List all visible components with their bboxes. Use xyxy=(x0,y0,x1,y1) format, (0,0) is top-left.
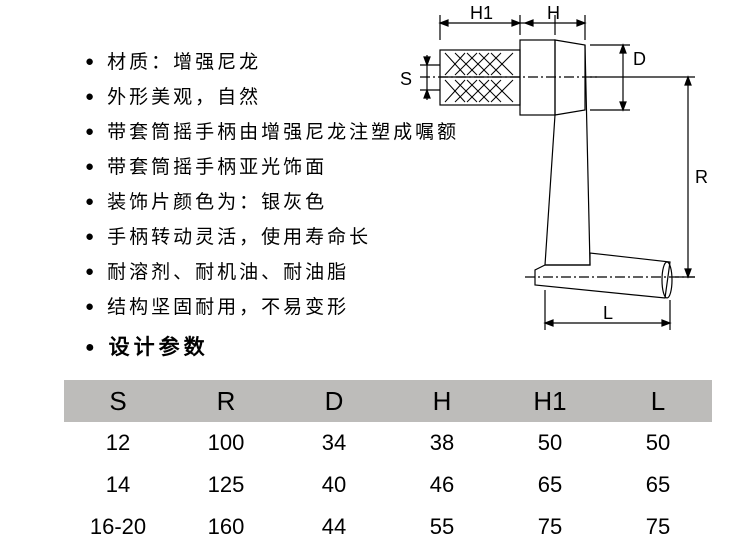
dim-label-r: R xyxy=(695,167,708,187)
table-cell: 14 xyxy=(64,464,172,506)
table-row: 12 100 34 38 50 50 xyxy=(64,422,712,464)
dim-label-d: D xyxy=(633,49,646,69)
table-cell: 38 xyxy=(388,422,496,464)
table-cell: 125 xyxy=(172,464,280,506)
col-header: R xyxy=(172,380,280,422)
table-cell: 50 xyxy=(496,422,604,464)
table-cell: 50 xyxy=(604,422,712,464)
col-header: S xyxy=(64,380,172,422)
col-header: D xyxy=(280,380,388,422)
table-cell: 12 xyxy=(64,422,172,464)
table-cell: 65 xyxy=(604,464,712,506)
table-cell: 100 xyxy=(172,422,280,464)
dim-label-s: S xyxy=(400,69,412,89)
dim-label-h: H xyxy=(547,5,560,23)
table-cell: 40 xyxy=(280,464,388,506)
dim-label-h1: H1 xyxy=(470,5,493,23)
technical-diagram: H1 H D S R L xyxy=(385,5,715,345)
table-header-row: S R D H H1 L xyxy=(64,380,712,422)
table-cell: 46 xyxy=(388,464,496,506)
table-row: 14 125 40 46 65 65 xyxy=(64,464,712,506)
col-header: H1 xyxy=(496,380,604,422)
col-header: L xyxy=(604,380,712,422)
table-cell: 65 xyxy=(496,464,604,506)
dim-label-l: L xyxy=(603,303,613,323)
params-table: S R D H H1 L 12 100 34 38 50 50 14 125 4… xyxy=(64,380,712,548)
col-header: H xyxy=(388,380,496,422)
table-cell: 34 xyxy=(280,422,388,464)
